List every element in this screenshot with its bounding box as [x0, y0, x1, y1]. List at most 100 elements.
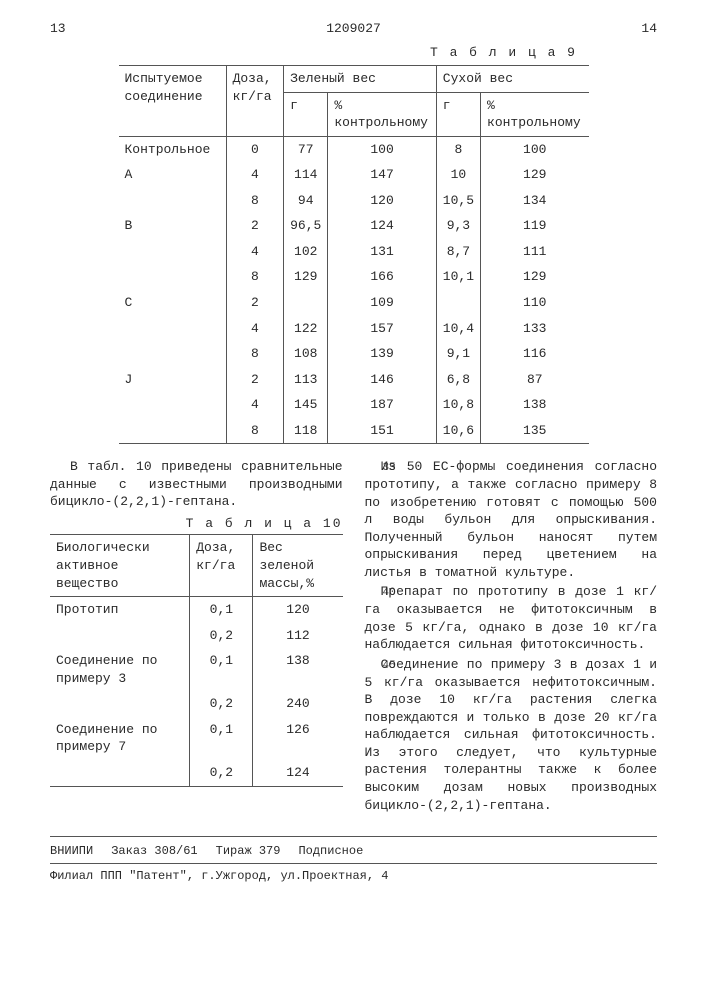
table-cell: 4: [226, 316, 284, 342]
table-cell: [119, 316, 227, 342]
table-cell: 133: [481, 316, 589, 342]
table-row: 412215710,4133: [119, 316, 589, 342]
para-r3: 45Соединение по примеру 3 в дозах 1 и 5 …: [365, 656, 658, 814]
t9-h-gp: % контрольному: [328, 92, 436, 136]
table-cell: 0,1: [190, 597, 253, 623]
table-row: Соединение по примеру 70,1126: [50, 717, 343, 760]
table-cell: 6,8: [436, 367, 480, 393]
table-row: 0,2124: [50, 760, 343, 786]
table-cell: B: [119, 213, 227, 239]
table-cell: 0,1: [190, 717, 253, 760]
line-40: 40: [363, 586, 381, 601]
table-cell: [50, 691, 190, 717]
table-cell: 111: [481, 239, 589, 265]
table-cell: A: [119, 162, 227, 188]
table-cell: [119, 239, 227, 265]
table-cell: 146: [328, 367, 436, 393]
t9-h-g: г: [284, 92, 328, 136]
table-cell: 0,2: [190, 691, 253, 717]
t9-h-d: г: [436, 92, 480, 136]
table-cell: 10,4: [436, 316, 480, 342]
para-r2: 40Препарат по прототипу в дозе 1 кг/га о…: [365, 583, 658, 653]
table-9: Испытуемое соединение Доза, кг/га Зелены…: [119, 65, 589, 444]
table-cell: 100: [328, 136, 436, 162]
footer-tirazh: Тираж 379: [216, 843, 281, 859]
table-cell: Соединение по примеру 3: [50, 648, 190, 691]
footer-sub: Подписное: [298, 843, 363, 859]
table-cell: 8: [226, 341, 284, 367]
table-cell: [50, 623, 190, 649]
table-row: 812916610,1129: [119, 264, 589, 290]
table-cell: 135: [481, 418, 589, 444]
table-cell: 77: [284, 136, 328, 162]
table-cell: 134: [481, 188, 589, 214]
line-35: 35: [363, 461, 381, 476]
table-cell: 4: [226, 162, 284, 188]
table-cell: 138: [253, 648, 343, 691]
table-cell: 2: [226, 213, 284, 239]
table-cell: 94: [284, 188, 328, 214]
t9-h-green: Зеленый вес: [284, 66, 437, 93]
table-cell: 112: [253, 623, 343, 649]
table-cell: 113: [284, 367, 328, 393]
table-cell: 96,5: [284, 213, 328, 239]
table-cell: [119, 341, 227, 367]
page-number-left: 13: [50, 20, 110, 38]
table-cell: 10,1: [436, 264, 480, 290]
table-10: Биологически активное вещество Доза, кг/…: [50, 534, 343, 786]
table-cell: 8: [226, 264, 284, 290]
line-45: 45: [363, 659, 381, 674]
table-cell: 8: [226, 188, 284, 214]
page-number-right: 14: [597, 20, 657, 38]
table-cell: [119, 188, 227, 214]
table-cell: [284, 290, 328, 316]
table-cell: 124: [253, 760, 343, 786]
table-cell: 8,7: [436, 239, 480, 265]
table-cell: 131: [328, 239, 436, 265]
table-cell: [119, 392, 227, 418]
table-cell: 2: [226, 367, 284, 393]
t10-h-mass: Вес зеленой массы,%: [253, 535, 343, 597]
table-cell: 120: [328, 188, 436, 214]
header: 13 1209027 14: [50, 20, 657, 38]
t9-h-dp: % контрольному: [481, 92, 589, 136]
table-cell: 116: [481, 341, 589, 367]
table-cell: 109: [328, 290, 436, 316]
table-cell: 0,1: [190, 648, 253, 691]
table-row: 414518710,8138: [119, 392, 589, 418]
table-cell: Контрольное: [119, 136, 227, 162]
footer: ВНИИПИ Заказ 308/61 Тираж 379 Подписное …: [50, 836, 657, 884]
table-cell: 87: [481, 367, 589, 393]
table-cell: 0: [226, 136, 284, 162]
table-cell: 10,5: [436, 188, 480, 214]
table-row: 0,2112: [50, 623, 343, 649]
table-cell: 9,1: [436, 341, 480, 367]
table-cell: 0,2: [190, 623, 253, 649]
table10-caption: Т а б л и ц а 10: [50, 515, 343, 533]
table-cell: [119, 418, 227, 444]
table-cell: 4: [226, 239, 284, 265]
table-cell: C: [119, 290, 227, 316]
table-row: A411414710129: [119, 162, 589, 188]
table-row: Соединение по примеру 30,1138: [50, 648, 343, 691]
table-cell: 110: [481, 290, 589, 316]
table-cell: [50, 760, 190, 786]
table-cell: 147: [328, 162, 436, 188]
table-cell: 2: [226, 290, 284, 316]
left-column: В табл. 10 приведены сравнительные данны…: [50, 458, 343, 816]
table-cell: 126: [253, 717, 343, 760]
table-cell: 10,8: [436, 392, 480, 418]
table-row: 0,2240: [50, 691, 343, 717]
table-cell: 129: [481, 162, 589, 188]
table-cell: Прототип: [50, 597, 190, 623]
table-cell: 139: [328, 341, 436, 367]
table-cell: 240: [253, 691, 343, 717]
footer-org: ВНИИПИ: [50, 843, 93, 859]
table9-caption: Т а б л и ц а 9: [50, 44, 577, 62]
table-row: 811815110,6135: [119, 418, 589, 444]
table-row: 81081399,1116: [119, 341, 589, 367]
table-cell: 120: [253, 597, 343, 623]
table-cell: 9,3: [436, 213, 480, 239]
t9-h-dry: Сухой вес: [436, 66, 588, 93]
table-cell: 157: [328, 316, 436, 342]
